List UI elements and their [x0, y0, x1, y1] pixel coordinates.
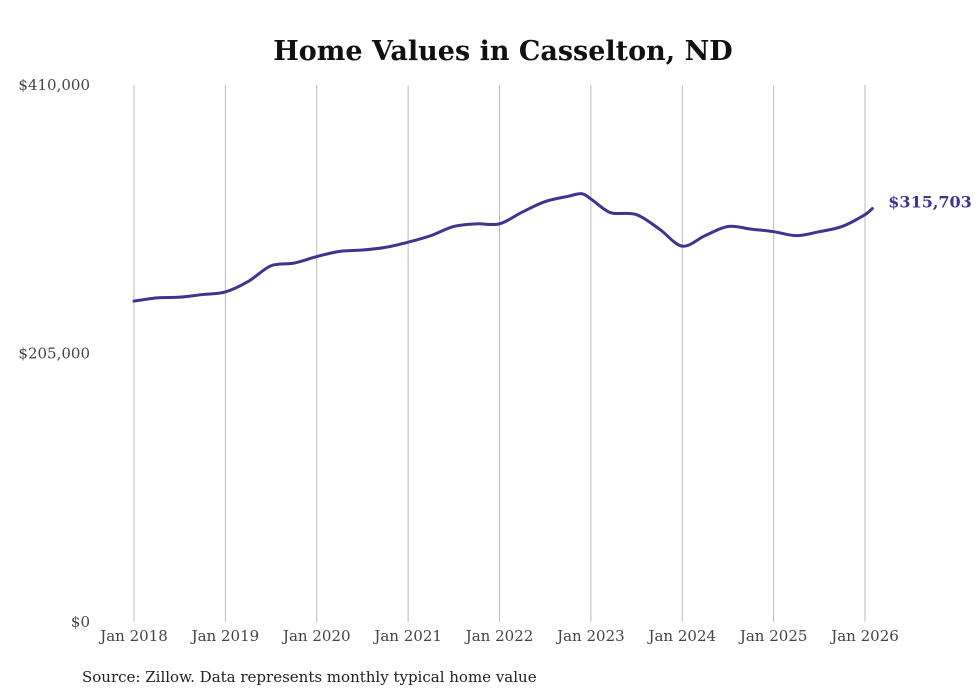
x-tick-label: Jan 2018: [98, 627, 168, 645]
y-tick-label: $410,000: [18, 76, 90, 94]
x-tick-label: Jan 2024: [646, 627, 716, 645]
line-chart: Home Values in Casselton, ND Jan 2018 Jan…: [18, 36, 972, 645]
source-note: Source: Zillow. Data represents monthly …: [82, 668, 537, 686]
x-tick-label: Jan 2026: [829, 627, 899, 645]
end-value-label: $315,703: [888, 193, 972, 212]
x-tick-label: Jan 2022: [464, 627, 534, 645]
x-tick-label: Jan 2020: [281, 627, 351, 645]
series-line: [132, 192, 874, 303]
x-tick-label: Jan 2023: [555, 627, 625, 645]
y-tick-label: $205,000: [18, 345, 90, 363]
y-tick-label: $0: [71, 613, 90, 631]
x-tick-label: Jan 2025: [738, 627, 808, 645]
x-tick-label: Jan 2019: [190, 627, 260, 645]
x-tick-label: Jan 2021: [372, 627, 442, 645]
chart-title: Home Values in Casselton, ND: [273, 36, 732, 67]
